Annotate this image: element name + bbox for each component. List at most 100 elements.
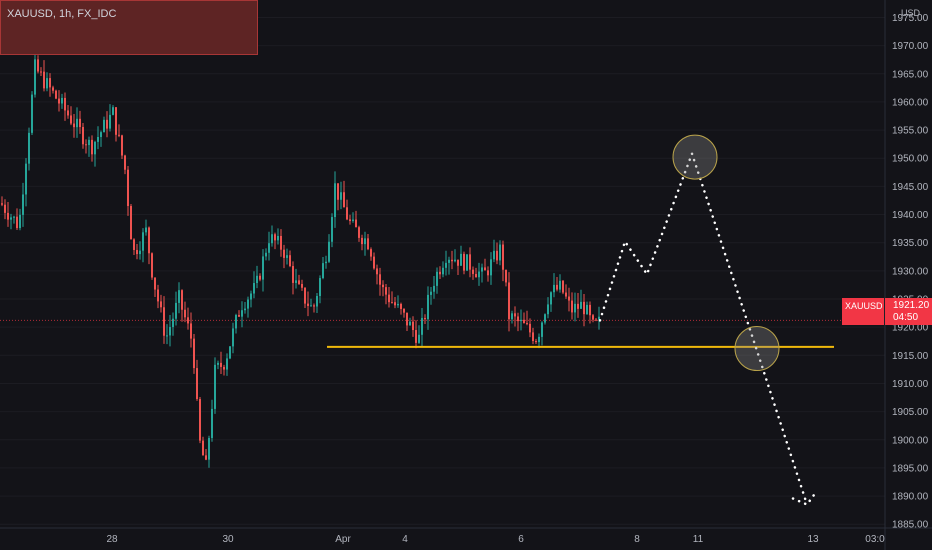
highlight-circles[interactable]	[672, 134, 780, 372]
candle-body	[253, 283, 255, 294]
candle-body	[535, 340, 537, 343]
price-tick-label: 1935.00	[892, 238, 929, 249]
candle-body	[109, 114, 111, 129]
candle-body	[307, 303, 309, 306]
price-tick-label: 1885.00	[892, 520, 929, 531]
price-tick-label: 1970.00	[892, 41, 929, 52]
candle-body	[91, 139, 93, 155]
candle-body	[58, 98, 60, 104]
last-price: 1921.20	[893, 300, 930, 311]
candle-body	[286, 255, 288, 258]
candle-body	[160, 301, 162, 308]
price-tick-label: 1915.00	[892, 351, 929, 362]
candle-body	[445, 262, 447, 268]
candle-body	[118, 134, 120, 136]
candle-body	[292, 266, 294, 283]
candle-body	[304, 287, 306, 304]
time-tick-label: 6	[518, 534, 524, 545]
candle-body	[577, 303, 579, 309]
last-price-tag: 1921.20 04:50	[885, 298, 932, 325]
candle-body	[568, 296, 570, 301]
candle-body	[550, 292, 552, 305]
candle-body	[199, 399, 201, 441]
candle-body	[100, 132, 102, 137]
candle-body	[421, 317, 423, 335]
candle-body	[451, 259, 453, 262]
candle-body	[466, 254, 468, 271]
candle-body	[106, 119, 108, 129]
candle-body	[94, 141, 96, 155]
candle-body	[229, 346, 231, 359]
candle-body	[352, 219, 354, 221]
candle-body	[484, 267, 486, 271]
candle-body	[331, 217, 333, 242]
candle-body	[469, 254, 471, 270]
candle-body	[403, 308, 405, 313]
candle-body	[88, 139, 90, 146]
candle-body	[52, 87, 54, 91]
projection-line	[598, 149, 809, 506]
time-axis[interactable]: 28 30 Apr 4 6 8 11 13 03:0	[0, 527, 932, 545]
symbol-info-box[interactable]: XAUUSD, 1h, FX_IDC	[0, 0, 258, 55]
candle-body	[442, 267, 444, 275]
candle-body	[244, 308, 246, 311]
price-tick-label: 1960.00	[892, 97, 929, 108]
price-tag-symbol: XAUUSD	[845, 301, 883, 311]
candle-body	[523, 319, 525, 324]
candle-body	[520, 319, 522, 322]
candle-body	[13, 216, 15, 218]
candle-body	[202, 440, 204, 456]
candle-body	[592, 315, 594, 320]
candle-body	[433, 285, 435, 292]
candle-body	[529, 323, 531, 333]
candle-body	[394, 302, 396, 306]
price-tick-label: 1920.00	[892, 323, 929, 334]
candle-body	[406, 312, 408, 326]
projection-path[interactable]	[598, 149, 817, 507]
candle-body	[427, 294, 429, 320]
candle-body	[571, 300, 573, 313]
candle-body	[220, 362, 222, 367]
time-tick-label: 03:0	[865, 534, 885, 545]
candle-body	[544, 314, 546, 323]
candle-body	[175, 302, 177, 319]
candle-body	[538, 336, 540, 343]
candle-body	[412, 321, 414, 331]
candle-body	[232, 328, 234, 347]
candle-body	[1, 203, 3, 205]
currency-label: USD	[886, 0, 932, 18]
candle-body	[184, 309, 186, 318]
candle-body	[517, 316, 519, 322]
candle-body	[337, 183, 339, 200]
candle-body	[70, 115, 72, 124]
candle-body	[136, 249, 138, 255]
candle-body	[4, 204, 6, 213]
price-axis[interactable]: 1885.00 1890.00 1895.00 1900.00 1905.00 1910.…	[884, 0, 929, 550]
time-tick-label: 4	[402, 534, 408, 545]
candle-body	[133, 239, 135, 250]
candle-body	[475, 273, 477, 278]
candle-body	[115, 107, 117, 135]
candle-body	[310, 305, 312, 307]
candle-body	[460, 253, 462, 266]
currency-text: USD	[900, 8, 920, 18]
candle-body	[391, 302, 393, 304]
candle-body	[586, 304, 588, 315]
candle-body	[235, 315, 237, 329]
candle-body	[358, 227, 360, 238]
candle-body	[151, 253, 153, 278]
candle-body	[40, 71, 42, 73]
candle-body	[367, 238, 369, 250]
candle-body	[373, 256, 375, 269]
candle-body	[43, 71, 45, 89]
price-tick-label: 1895.00	[892, 463, 929, 474]
candle-body	[10, 217, 12, 220]
candle-body	[208, 438, 210, 460]
candle-body	[481, 267, 483, 272]
candle-body	[256, 275, 258, 284]
candle-body	[259, 275, 261, 280]
candle-body	[46, 78, 48, 89]
candle-body	[562, 280, 564, 293]
